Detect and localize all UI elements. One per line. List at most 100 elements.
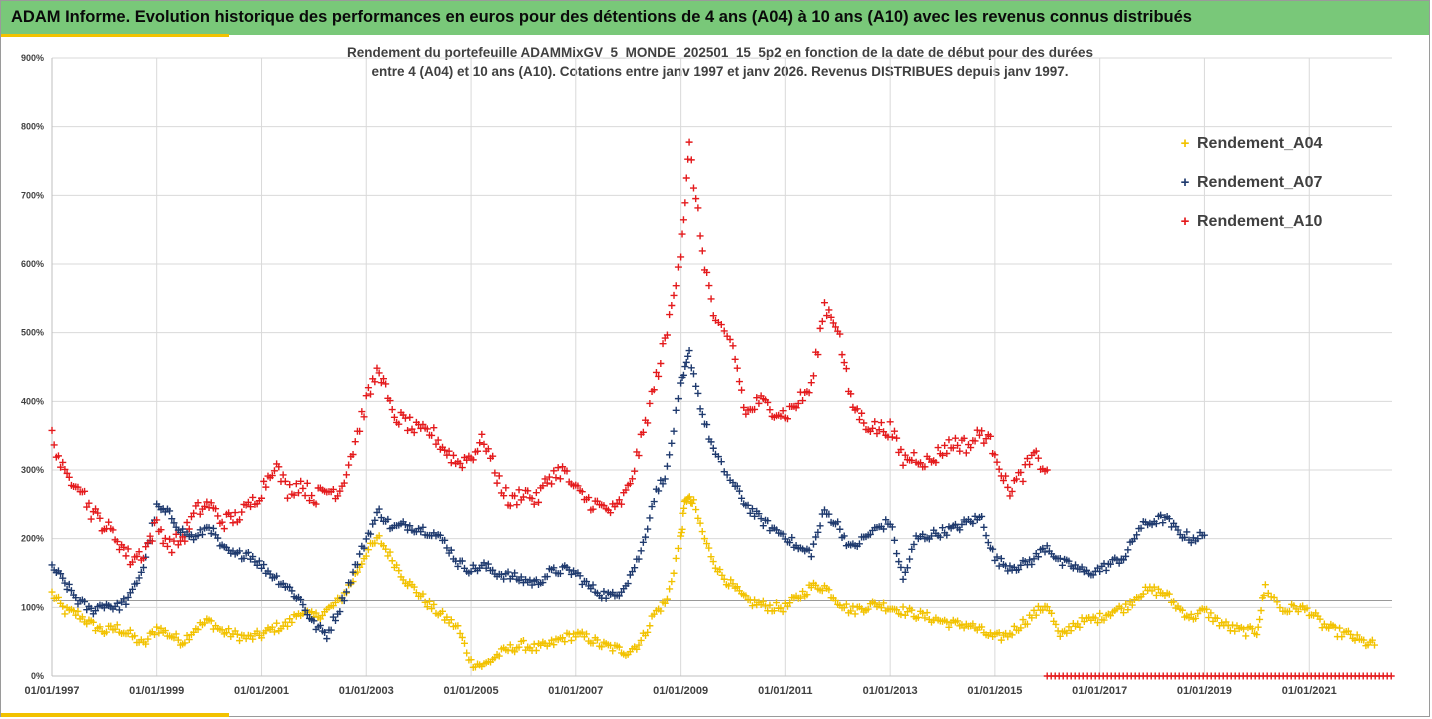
series-rendement-a07-marker <box>786 539 794 547</box>
series-rendement-a04-marker <box>151 631 158 639</box>
x-tick-label: 01/01/1997 <box>24 685 79 697</box>
series-rendement-a04-marker <box>1063 629 1071 637</box>
series-rendement-a07-marker <box>556 570 564 578</box>
series-rendement-a04-marker <box>825 586 833 594</box>
series-rendement-a04-marker <box>126 626 134 634</box>
series-rendement-a07-marker <box>703 421 711 429</box>
series-rendement-a04-marker <box>111 625 119 633</box>
series-rendement-a10-marker <box>530 500 538 508</box>
series-rendement-a10-marker <box>1026 460 1034 468</box>
series-rendement-a04-marker <box>1096 609 1104 617</box>
series-rendement-a10-marker <box>480 440 488 448</box>
series-rendement-a10-marker <box>395 420 403 428</box>
series-rendement-a04-marker <box>561 638 569 646</box>
series-rendement-a10-marker <box>1034 454 1042 462</box>
series-rendement-a04-marker <box>89 618 97 626</box>
y-tick-label: 100% <box>21 602 44 612</box>
series-rendement-a04-marker <box>463 649 471 657</box>
series-rendement-a04-marker <box>48 588 56 596</box>
x-tick-label: 01/01/2005 <box>444 685 499 697</box>
series-rendement-a10-marker <box>1004 483 1012 491</box>
series-rendement-a07-marker <box>1039 544 1047 552</box>
series-rendement-a10-marker <box>962 449 970 457</box>
series-rendement-a10-marker <box>92 505 100 513</box>
series-rendement-a10-marker <box>908 456 916 464</box>
series-rendement-a10-marker <box>238 508 246 516</box>
series-rendement-a07-marker <box>526 576 534 584</box>
series-rendement-a10-marker <box>731 355 739 363</box>
series-rendement-a07-marker <box>1034 553 1042 561</box>
series-rendement-a10-marker <box>364 384 372 392</box>
legend-marker-a10: + <box>1180 213 1190 230</box>
series-rendement-a07-marker <box>356 550 364 558</box>
series-rendement-a04-marker <box>78 613 86 621</box>
series-rendement-a04-marker <box>1030 606 1038 614</box>
series-rendement-a10-marker <box>476 439 484 447</box>
series-rendement-a07-marker <box>650 498 658 506</box>
series-rendement-a07-marker <box>1200 531 1208 539</box>
series-rendement-a04-marker <box>174 636 182 644</box>
series-rendement-a04-marker <box>812 581 820 589</box>
series-rendement-a10-marker <box>738 386 746 394</box>
series-rendement-a07-marker <box>377 514 385 522</box>
series-rendement-a04-marker <box>945 623 953 631</box>
series-rendement-a10-marker <box>805 389 813 397</box>
series-rendement-a04-marker <box>770 607 778 615</box>
series-rendement-a07-marker <box>978 512 986 520</box>
series-rendement-a04-marker <box>382 545 390 553</box>
series-rendement-a07-marker <box>406 522 414 530</box>
series-rendement-a10-marker <box>528 495 536 503</box>
series-rendement-a10-marker <box>871 418 879 426</box>
series-rendement-a10-marker <box>94 509 102 517</box>
legend-label-a07: Rendement_A07 <box>1197 173 1323 191</box>
series-rendement-a04-marker <box>572 633 580 641</box>
series-rendement-a04-marker <box>384 552 392 560</box>
series-rendement-a07-marker <box>993 553 1001 561</box>
series-rendement-a07-marker <box>303 611 311 619</box>
series-rendement-a07-marker <box>670 427 678 435</box>
series-rendement-a10-marker <box>975 431 983 439</box>
series-rendement-a10-marker <box>260 477 268 485</box>
series-rendement-a07-marker <box>910 540 918 548</box>
series-rendement-a04-marker <box>1351 636 1359 644</box>
series-rendement-a10-marker <box>401 414 409 422</box>
series-rendement-a07-marker <box>1043 542 1051 550</box>
series-rendement-a04-marker <box>877 604 885 612</box>
series-rendement-a07-marker <box>458 557 466 565</box>
series-rendement-a10-marker <box>816 324 824 332</box>
series-rendement-a04-marker <box>779 608 787 616</box>
series-rendement-a04-marker <box>1155 585 1163 593</box>
series-rendement-a07-marker <box>299 601 307 609</box>
series-rendement-a07-marker <box>825 510 833 518</box>
series-rendement-a07-marker <box>273 572 281 580</box>
series-rendement-a07-marker <box>120 595 128 603</box>
series-rendement-a07-marker <box>67 587 75 595</box>
series-rendement-a04-marker <box>131 632 139 640</box>
series-rendement-a07-marker <box>565 566 573 574</box>
series-rendement-a07-marker <box>672 406 680 414</box>
series-rendement-a07-marker <box>899 575 907 583</box>
series-rendement-a10-marker <box>153 516 161 524</box>
series-rendement-a07-marker <box>249 553 257 561</box>
series-rendement-a04-marker <box>425 597 433 605</box>
series-rendement-a04-marker <box>308 608 316 616</box>
series-rendement-a07-marker <box>880 525 888 533</box>
series-rendement-a04-marker <box>1117 604 1125 612</box>
series-rendement-a04-marker <box>1231 627 1239 635</box>
series-rendement-a04-marker <box>1207 609 1215 617</box>
series-rendement-a07-marker <box>897 563 905 571</box>
series-rendement-a07-marker <box>936 533 944 541</box>
series-rendement-a04-marker <box>762 602 770 610</box>
series-rendement-a07-marker <box>196 526 204 534</box>
series-rendement-a10-marker <box>659 340 667 348</box>
series-rendement-a07-marker <box>714 453 722 461</box>
series-rendement-a10-marker <box>901 451 909 459</box>
series-rendement-a10-marker <box>340 479 348 487</box>
series-rendement-a04-marker <box>960 624 968 632</box>
series-rendement-a04-marker <box>1054 627 1062 635</box>
series-rendement-a10-marker <box>511 492 519 500</box>
series-rendement-a07-marker <box>532 576 540 584</box>
series-rendement-a04-marker <box>1325 624 1333 632</box>
series-rendement-a07-marker <box>655 487 663 495</box>
series-rendement-a07-marker <box>140 563 148 571</box>
